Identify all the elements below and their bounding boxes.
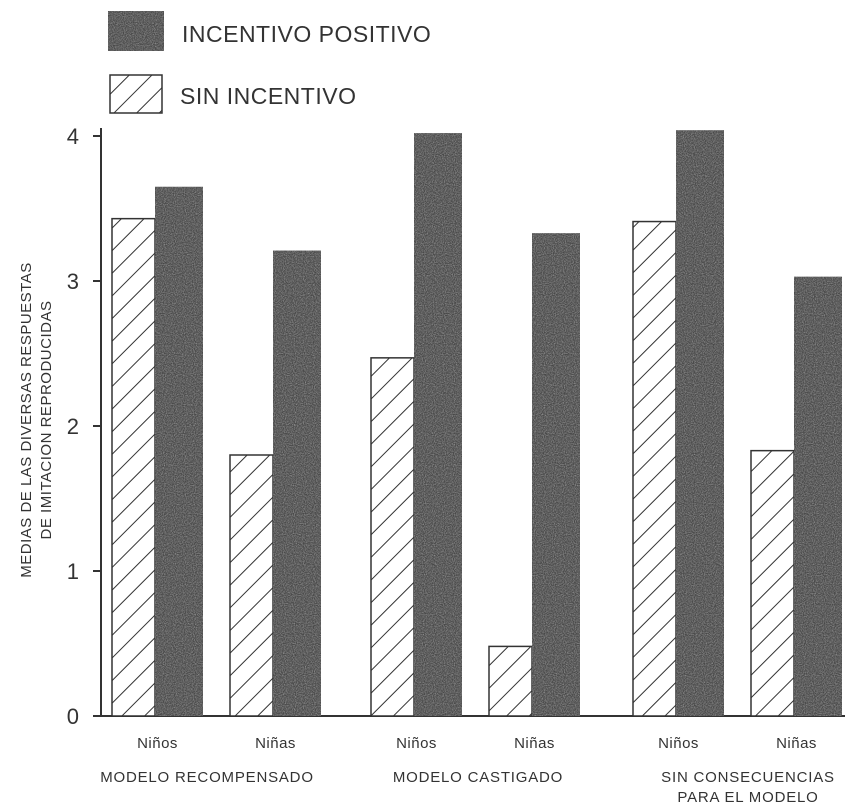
y-tick-label: 2 [67,414,79,439]
group-label: MODELO RECOMPENSADO [100,769,314,786]
legend: INCENTIVO POSITIVO SIN INCENTIVO [108,11,431,114]
bar-incentivo-positivo [532,233,580,716]
category-label: Niñas [776,735,817,752]
legend-swatch-positive [108,11,164,51]
y-axis-ticks: 0 1 2 3 4 [67,124,101,729]
legend-label-positive: INCENTIVO POSITIVO [182,21,431,47]
category-label: Niñas [255,735,296,752]
y-axis-title-line-1: MEDIAS DE LAS DIVERSAS RESPUESTAS [18,262,35,577]
legend-swatch-none [109,74,163,114]
bar-sin-incentivo [632,220,677,717]
category-label: Niños [658,735,699,752]
category-labels: Niños Niñas Niños Niñas Niños Niñas [137,735,817,752]
bar-sin-incentivo [370,357,415,717]
group-label: MODELO CASTIGADO [393,769,563,786]
group-label: SIN CONSECUENCIAS [661,769,835,786]
bar-sin-incentivo [488,645,533,717]
bar-incentivo-positivo [414,133,462,717]
bar-sin-incentivo [111,217,156,717]
y-tick-label: 1 [67,559,79,584]
legend-label-none: SIN INCENTIVO [180,83,356,109]
y-axis-title-line-2: DE IMITACION REPRODUCIDAS [38,301,55,540]
bar-incentivo-positivo [273,250,321,717]
bar-incentivo-positivo [794,276,842,716]
bar-incentivo-positivo [676,130,724,716]
group-label: PARA EL MODELO [677,789,818,806]
bars [111,130,842,717]
bar-sin-incentivo [750,449,795,717]
y-tick-label: 0 [67,704,79,729]
bar-incentivo-positivo [155,186,203,716]
y-tick-label: 4 [67,124,79,149]
bar-sin-incentivo [229,454,274,717]
group-labels: MODELO RECOMPENSADO MODELO CASTIGADO SIN C… [100,769,835,806]
category-label: Niñas [514,735,555,752]
category-label: Niños [396,735,437,752]
y-tick-label: 3 [67,269,79,294]
category-label: Niños [137,735,178,752]
